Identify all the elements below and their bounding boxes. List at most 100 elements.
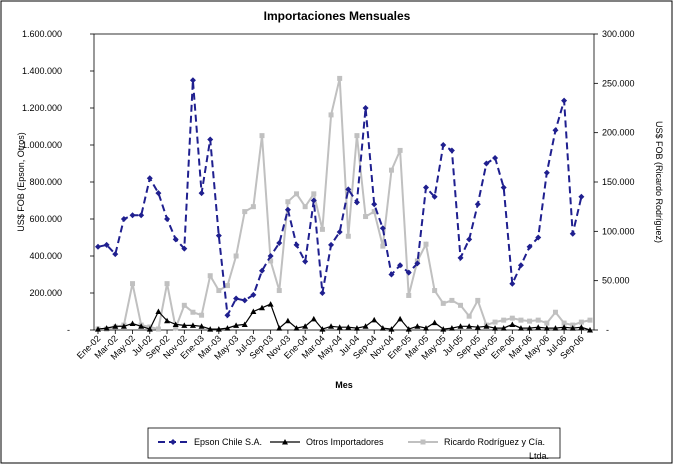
series-ricardo-rodr-guez-y-c-a-ltda xyxy=(95,75,593,332)
otros-importadores-point xyxy=(526,325,533,331)
otros-importadores-point xyxy=(129,320,136,327)
y-right-tick-label: 250.000 xyxy=(602,78,635,88)
otros-importadores-point xyxy=(517,325,524,331)
otros-importadores-point xyxy=(164,317,171,324)
epson-chile-s-a-point xyxy=(120,216,127,222)
legend-epson-chile-s-a-point xyxy=(170,439,176,445)
otros-importadores-point xyxy=(466,323,473,329)
ricardo-rodr-guez-y-c-a-ltda-point xyxy=(294,191,300,197)
y-left-tick-label: 600.000 xyxy=(29,214,62,224)
y-right-tick-label: - xyxy=(606,325,609,335)
otros-importadores-point xyxy=(388,326,395,332)
y-axis-left-title: US$ FOB (Epson, Otros) xyxy=(16,132,26,232)
otros-importadores-point xyxy=(328,323,335,329)
legend-label: Ricardo Rodríguez y Cía. Ltda. xyxy=(444,437,549,461)
ricardo-rodr-guez-y-c-a-ltda-point xyxy=(311,191,317,197)
epson-chile-s-a-point xyxy=(526,243,533,250)
otros-importadores-point xyxy=(207,326,214,332)
otros-importadores-point xyxy=(276,325,283,331)
otros-importadores-point xyxy=(500,325,507,331)
otros-importadores-point xyxy=(543,325,550,331)
epson-chile-s-a-point xyxy=(155,190,162,197)
otros-importadores-point xyxy=(198,323,205,329)
epson-chile-s-a-point xyxy=(509,280,516,287)
ricardo-rodr-guez-y-c-a-ltda-point xyxy=(207,273,213,279)
legend-item-ricardo-rodr-guez-y-c-a-ltda: Ricardo Rodríguez y Cía. Ltda. xyxy=(408,437,549,461)
epson-chile-s-a-point xyxy=(250,291,257,298)
epson-chile-s-a-point xyxy=(138,212,145,219)
ricardo-rodr-guez-y-c-a-ltda-point xyxy=(458,302,464,308)
ricardo-rodr-guez-y-c-a-ltda-point xyxy=(337,75,343,81)
otros-importadores-point xyxy=(146,326,153,332)
epson-chile-s-a-point xyxy=(517,262,524,269)
epson-chile-s-a-point xyxy=(241,297,248,304)
ricardo-rodr-guez-y-c-a-ltda-point xyxy=(276,288,282,294)
ricardo-rodr-guez-y-c-a-ltda-point xyxy=(466,313,472,319)
epson-chile-s-a-point xyxy=(207,136,214,143)
ricardo-rodr-guez-y-c-a-ltda-point xyxy=(552,309,558,315)
otros-importadores-point xyxy=(302,323,309,329)
epson-chile-s-a-point xyxy=(353,199,360,206)
ricardo-rodr-guez-y-c-a-ltda-point xyxy=(268,258,274,264)
otros-importadores-point xyxy=(224,325,231,331)
ricardo-rodr-guez-y-c-a-ltda-point xyxy=(518,317,524,323)
y-right-tick-label: 200.000 xyxy=(602,128,635,138)
otros-importadores-point xyxy=(569,325,576,331)
y-right-tick-label: 100.000 xyxy=(602,226,635,236)
epson-chile-s-a-point xyxy=(561,97,568,104)
ricardo-rodr-guez-y-c-a-ltda-point xyxy=(397,147,403,153)
epson-chile-s-a-point xyxy=(345,186,352,193)
epson-chile-s-a-point xyxy=(552,127,559,134)
epson-chile-s-a-point xyxy=(224,312,231,319)
epson-chile-s-a-point xyxy=(492,154,499,161)
otros-importadores-point xyxy=(189,322,196,328)
legend-item-otros-importadores: Otros Importadores xyxy=(270,437,384,447)
otros-importadores-point xyxy=(561,324,568,330)
ricardo-rodr-guez-y-c-a-ltda-point xyxy=(423,241,429,247)
epson-chile-s-a-point xyxy=(259,267,265,274)
epson-chile-s-a-point xyxy=(483,160,490,167)
x-axis-title: Mes xyxy=(335,380,353,390)
y-right-tick-label: 50.000 xyxy=(602,276,630,286)
epson-chile-s-a-point xyxy=(328,241,335,248)
ricardo-rodr-guez-y-c-a-ltda-point xyxy=(130,281,136,287)
epson-chile-s-a-point xyxy=(172,236,179,243)
legend: Epson Chile S.A. Otros Importadores Ricard… xyxy=(147,427,561,461)
otros-importadores-point xyxy=(552,325,559,331)
epson-chile-s-a-point xyxy=(431,193,438,200)
legend-item-epson-chile-s-a: Epson Chile S.A. xyxy=(158,437,262,447)
ricardo-rodr-guez-y-c-a-ltda-point xyxy=(224,283,230,289)
ricardo-rodr-guez-y-c-a-ltda-point xyxy=(354,133,360,139)
otros-importadores-point xyxy=(578,324,585,330)
ricardo-rodr-guez-y-c-a-ltda-point xyxy=(190,309,196,315)
y-left-tick-label: - xyxy=(67,325,70,335)
series-otros-importadores xyxy=(95,301,593,333)
otros-importadores-point xyxy=(250,308,257,314)
epson-chile-s-a-point xyxy=(310,197,317,204)
ricardo-rodr-guez-y-c-a-ltda-point xyxy=(561,320,567,326)
y-left-tick-label: 1.400.000 xyxy=(22,66,62,76)
otros-importadores-point xyxy=(448,325,455,331)
y-left-tick-label: 1.200.000 xyxy=(22,103,62,113)
epson-chile-s-a-point xyxy=(414,260,421,267)
ricardo-rodr-guez-y-c-a-ltda-point xyxy=(388,167,394,173)
otros-importadores-point xyxy=(155,308,162,314)
otros-importadores-point xyxy=(267,301,274,307)
epson-chile-s-a-point xyxy=(319,290,326,296)
ricardo-rodr-guez-y-c-a-ltda-point xyxy=(173,325,179,331)
otros-importadores-point xyxy=(405,326,412,332)
otros-importadores-point xyxy=(103,325,110,331)
epson-chile-s-a-point xyxy=(371,201,378,208)
ricardo-rodr-guez-y-c-a-ltda-point xyxy=(328,112,334,118)
epson-chile-s-a-point xyxy=(457,254,464,261)
legend-label: Otros Importadores xyxy=(306,437,384,447)
otros-importadores-point xyxy=(474,324,481,330)
epson-chile-s-a-point xyxy=(569,230,576,237)
y-right-tick-label: 300.000 xyxy=(602,29,635,39)
epson-chile-s-a-point xyxy=(302,258,309,265)
ricardo-rodr-guez-y-c-a-ltda-point xyxy=(587,317,593,323)
ricardo-rodr-guez-y-c-a-ltda-point xyxy=(199,312,205,318)
